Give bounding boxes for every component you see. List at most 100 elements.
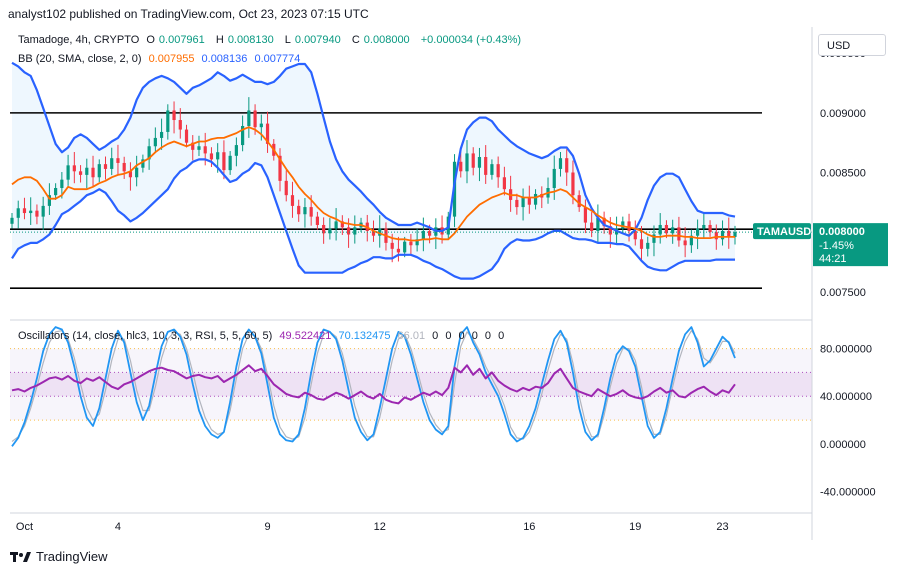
candle-body bbox=[459, 161, 463, 172]
candle-body bbox=[340, 221, 344, 228]
candle bbox=[22, 197, 27, 220]
candle bbox=[459, 151, 463, 178]
osc-tick-label: 80.000000 bbox=[820, 344, 872, 356]
candle-body bbox=[471, 153, 475, 168]
candle bbox=[596, 204, 600, 243]
candle-body bbox=[216, 152, 220, 160]
price-tick-label: 0.007500 bbox=[820, 287, 866, 299]
candle-body bbox=[346, 227, 351, 235]
candle bbox=[396, 236, 401, 262]
candle bbox=[35, 204, 39, 225]
candle bbox=[565, 149, 569, 186]
candle-body bbox=[141, 159, 145, 168]
legend-open: O 0.007961 bbox=[146, 34, 205, 46]
candle bbox=[471, 147, 475, 176]
candle bbox=[727, 217, 731, 249]
candle-body bbox=[203, 146, 207, 154]
candle-body bbox=[527, 197, 531, 205]
candle-body bbox=[191, 142, 195, 150]
candle-body bbox=[571, 172, 575, 196]
candle bbox=[334, 208, 338, 241]
stoch-d-line bbox=[11, 330, 736, 442]
candle-body bbox=[639, 239, 644, 249]
osc-tick-label: -40.000000 bbox=[820, 487, 876, 499]
candle-body bbox=[78, 171, 83, 175]
osc-value-2: 70.132475 bbox=[338, 330, 391, 342]
candle-body bbox=[91, 167, 95, 178]
candle-body bbox=[533, 193, 538, 205]
candle-body bbox=[172, 110, 176, 121]
footer-brand-text: TradingView bbox=[36, 549, 108, 564]
osc-legend: Oscillators (14, close, hlc3, 10, 3, 3, … bbox=[18, 330, 508, 342]
candle-body bbox=[110, 158, 114, 169]
candle bbox=[658, 213, 662, 244]
candle bbox=[265, 111, 270, 153]
candle-body bbox=[234, 145, 238, 156]
candle-body bbox=[85, 167, 89, 175]
candle-body bbox=[658, 224, 662, 235]
candle-body bbox=[353, 227, 357, 235]
candle bbox=[147, 138, 151, 170]
candle-body bbox=[54, 188, 58, 196]
candle-body bbox=[727, 230, 731, 237]
candle bbox=[297, 199, 301, 222]
time-tick-label: 9 bbox=[264, 521, 270, 533]
candle bbox=[602, 211, 606, 234]
candle-body bbox=[309, 207, 313, 217]
time-tick-label: Oct bbox=[16, 521, 33, 533]
time-tick-label: 19 bbox=[629, 521, 641, 533]
price-tag-timer: 44:21 bbox=[819, 253, 847, 265]
candle-body bbox=[496, 164, 500, 178]
candle-body bbox=[683, 240, 687, 246]
candle-body bbox=[565, 158, 569, 173]
candle-body bbox=[515, 199, 519, 208]
candle-body bbox=[371, 230, 376, 236]
bb-lower-value: 0.007774 bbox=[254, 53, 301, 65]
price-pane bbox=[10, 61, 812, 289]
candle bbox=[159, 118, 164, 150]
candle bbox=[97, 159, 101, 183]
candle-body bbox=[602, 217, 606, 227]
candle-body bbox=[297, 205, 301, 215]
candle-body bbox=[41, 205, 45, 217]
candle bbox=[66, 154, 70, 186]
candle-body bbox=[22, 208, 27, 214]
candle-body bbox=[209, 153, 214, 160]
candle bbox=[153, 127, 157, 153]
candle-body bbox=[10, 217, 14, 224]
candle-body bbox=[278, 155, 282, 181]
candle bbox=[490, 159, 494, 180]
price-tag-box bbox=[813, 223, 888, 267]
candle bbox=[16, 200, 20, 229]
candle-body bbox=[558, 158, 563, 169]
candle-body bbox=[253, 110, 257, 128]
candle-body bbox=[29, 210, 33, 214]
candle bbox=[72, 151, 76, 184]
candle-body bbox=[184, 129, 189, 143]
tradingview-logo-icon bbox=[10, 551, 32, 563]
candle bbox=[590, 212, 594, 238]
candle-body bbox=[265, 123, 270, 144]
candle bbox=[116, 144, 120, 175]
candle bbox=[103, 156, 108, 180]
currency-button[interactable]: USD bbox=[818, 34, 886, 56]
candle bbox=[409, 234, 413, 256]
candle bbox=[515, 193, 519, 215]
candle-body bbox=[484, 156, 488, 175]
candle-body bbox=[596, 217, 600, 231]
footer-brand: TradingView bbox=[10, 549, 108, 564]
candle-body bbox=[733, 232, 737, 237]
candle bbox=[677, 216, 681, 247]
candle-body bbox=[621, 221, 625, 229]
oscillator-pane bbox=[10, 326, 812, 447]
candle bbox=[621, 216, 625, 234]
candle bbox=[166, 104, 170, 140]
candle-body bbox=[671, 227, 675, 234]
time-tick-label: 4 bbox=[115, 521, 121, 533]
candle bbox=[465, 140, 469, 184]
candle-body bbox=[477, 156, 482, 168]
time-tick-label: 12 bbox=[374, 521, 386, 533]
candle bbox=[135, 155, 139, 187]
candle-body bbox=[290, 195, 295, 206]
